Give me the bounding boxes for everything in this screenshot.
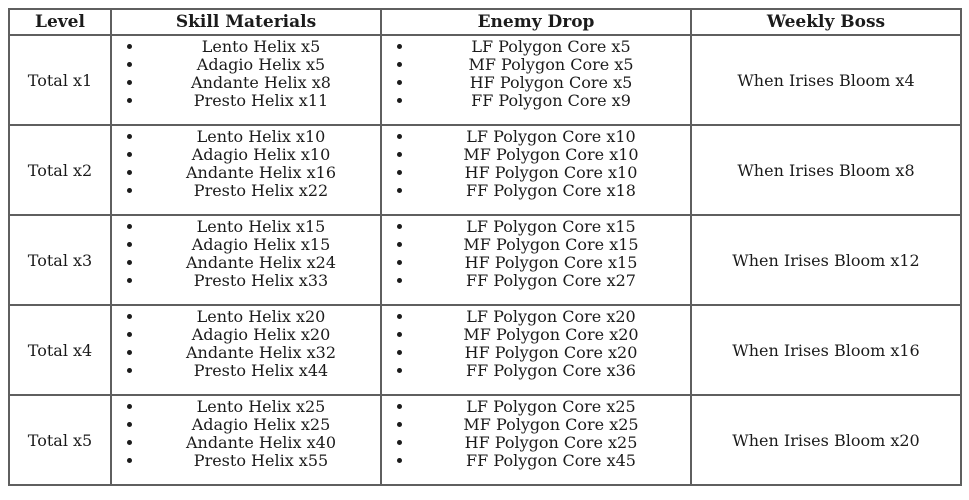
enemy-drop-item: LF Polygon Core x10 [414,128,688,146]
weekly-boss-cell: When Irises Bloom x16 [690,304,962,396]
skill-material-item: Lento Helix x20 [144,308,378,326]
weekly-boss-cell: When Irises Bloom x20 [690,394,962,486]
weekly-boss-cell: When Irises Bloom x4 [690,34,962,126]
enemy-drop-list: LF Polygon Core x20 MF Polygon Core x20 … [384,308,688,380]
skill-material-item: Andante Helix x40 [144,434,378,452]
enemy-drop-item: FF Polygon Core x27 [414,272,688,290]
column-header-enemy-drop: Enemy Drop [380,8,692,36]
enemy-drop-cell: LF Polygon Core x25 MF Polygon Core x25 … [380,394,692,486]
skill-material-item: Presto Helix x33 [144,272,378,290]
level-cell: Total x2 [8,124,112,216]
skill-material-item: Lento Helix x15 [144,218,378,236]
enemy-drop-cell: LF Polygon Core x10 MF Polygon Core x10 … [380,124,692,216]
enemy-drop-list: LF Polygon Core x25 MF Polygon Core x25 … [384,398,688,470]
skill-material-item: Presto Helix x11 [144,92,378,110]
enemy-drop-item: LF Polygon Core x5 [414,38,688,56]
skill-material-item: Presto Helix x22 [144,182,378,200]
weekly-boss-cell: When Irises Bloom x8 [690,124,962,216]
enemy-drop-cell: LF Polygon Core x5 MF Polygon Core x5 HF… [380,34,692,126]
table-row-total-x5: Total x5 Lento Helix x25 Adagio Helix x2… [8,394,962,486]
column-header-level: Level [8,8,112,36]
enemy-drop-item: LF Polygon Core x20 [414,308,688,326]
skill-materials-cell: Lento Helix x20 Adagio Helix x20 Andante… [110,304,382,396]
skill-materials-list: Lento Helix x25 Adagio Helix x25 Andante… [114,398,378,470]
enemy-drop-item: HF Polygon Core x25 [414,434,688,452]
enemy-drop-list: LF Polygon Core x15 MF Polygon Core x15 … [384,218,688,290]
enemy-drop-item: MF Polygon Core x5 [414,56,688,74]
enemy-drop-item: HF Polygon Core x15 [414,254,688,272]
table-row-total-x4: Total x4 Lento Helix x20 Adagio Helix x2… [8,304,962,396]
skill-material-item: Lento Helix x10 [144,128,378,146]
skill-materials-cell: Lento Helix x5 Adagio Helix x5 Andante H… [110,34,382,126]
skill-material-item: Presto Helix x44 [144,362,378,380]
skill-material-item: Adagio Helix x25 [144,416,378,434]
table-row-total-x2: Total x2 Lento Helix x10 Adagio Helix x1… [8,124,962,216]
column-header-skill-materials: Skill Materials [110,8,382,36]
table-row-total-x3: Total x3 Lento Helix x15 Adagio Helix x1… [8,214,962,306]
skill-material-item: Adagio Helix x10 [144,146,378,164]
enemy-drop-item: FF Polygon Core x9 [414,92,688,110]
enemy-drop-list: LF Polygon Core x10 MF Polygon Core x10 … [384,128,688,200]
column-header-weekly-boss: Weekly Boss [690,8,962,36]
enemy-drop-item: MF Polygon Core x25 [414,416,688,434]
enemy-drop-cell: LF Polygon Core x15 MF Polygon Core x15 … [380,214,692,306]
skill-materials-list: Lento Helix x5 Adagio Helix x5 Andante H… [114,38,378,110]
skill-materials-cell: Lento Helix x15 Adagio Helix x15 Andante… [110,214,382,306]
skill-materials-list: Lento Helix x10 Adagio Helix x10 Andante… [114,128,378,200]
enemy-drop-item: MF Polygon Core x15 [414,236,688,254]
skill-materials-list: Lento Helix x15 Adagio Helix x15 Andante… [114,218,378,290]
enemy-drop-item: FF Polygon Core x18 [414,182,688,200]
level-cell: Total x3 [8,214,112,306]
skill-material-item: Andante Helix x16 [144,164,378,182]
skill-materials-list: Lento Helix x20 Adagio Helix x20 Andante… [114,308,378,380]
enemy-drop-item: HF Polygon Core x20 [414,344,688,362]
enemy-drop-item: MF Polygon Core x10 [414,146,688,164]
skill-material-item: Lento Helix x5 [144,38,378,56]
weekly-boss-cell: When Irises Bloom x12 [690,214,962,306]
upgrade-materials-table: Level Skill Materials Enemy Drop Weekly … [8,8,962,486]
enemy-drop-list: LF Polygon Core x5 MF Polygon Core x5 HF… [384,38,688,110]
skill-material-item: Andante Helix x32 [144,344,378,362]
skill-materials-cell: Lento Helix x25 Adagio Helix x25 Andante… [110,394,382,486]
header-row: Level Skill Materials Enemy Drop Weekly … [8,8,962,36]
level-cell: Total x1 [8,34,112,126]
enemy-drop-item: LF Polygon Core x15 [414,218,688,236]
enemy-drop-item: LF Polygon Core x25 [414,398,688,416]
skill-material-item: Andante Helix x24 [144,254,378,272]
enemy-drop-item: FF Polygon Core x36 [414,362,688,380]
skill-materials-cell: Lento Helix x10 Adagio Helix x10 Andante… [110,124,382,216]
table-row-total-x1: Total x1 Lento Helix x5 Adagio Helix x5 … [8,34,962,126]
skill-material-item: Andante Helix x8 [144,74,378,92]
enemy-drop-item: HF Polygon Core x5 [414,74,688,92]
enemy-drop-item: FF Polygon Core x45 [414,452,688,470]
enemy-drop-cell: LF Polygon Core x20 MF Polygon Core x20 … [380,304,692,396]
level-cell: Total x4 [8,304,112,396]
skill-material-item: Lento Helix x25 [144,398,378,416]
skill-material-item: Adagio Helix x5 [144,56,378,74]
skill-material-item: Adagio Helix x20 [144,326,378,344]
enemy-drop-item: MF Polygon Core x20 [414,326,688,344]
skill-material-item: Presto Helix x55 [144,452,378,470]
skill-material-item: Adagio Helix x15 [144,236,378,254]
level-cell: Total x5 [8,394,112,486]
enemy-drop-item: HF Polygon Core x10 [414,164,688,182]
